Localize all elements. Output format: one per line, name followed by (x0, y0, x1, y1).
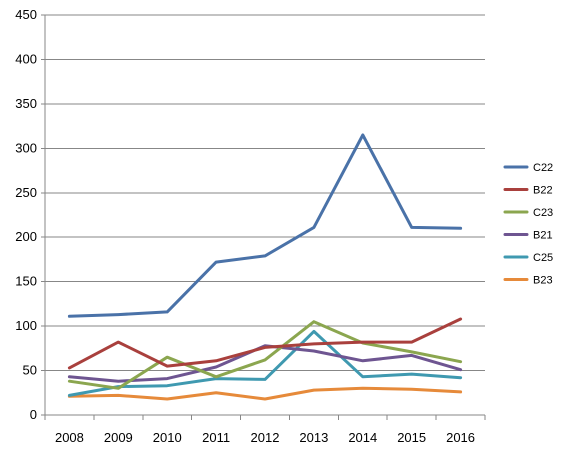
y-tick-label: 250 (15, 185, 37, 200)
y-tick-label: 350 (15, 96, 37, 111)
x-tick-label: 2013 (299, 430, 328, 445)
series-line-c22 (67, 133, 463, 318)
legend: C22 B22 C23 B21 C25 B23 (503, 162, 553, 287)
y-tick-label: 50 (23, 363, 37, 378)
y-tick-label: 150 (15, 274, 37, 289)
x-tick-label: 2009 (104, 430, 133, 445)
x-tick-label: 2008 (55, 430, 84, 445)
y-tick-label: 450 (15, 7, 37, 22)
series-lines (67, 133, 463, 401)
y-axis-tick-labels: 0 50 100 150 200 250 300 350 400 450 (15, 7, 37, 422)
x-tick-label: 2015 (397, 430, 426, 445)
series-line-c25 (67, 329, 463, 397)
x-tick-label: 2011 (202, 430, 230, 445)
legend-label-b23: B23 (533, 275, 553, 287)
y-tick-label: 200 (15, 229, 37, 244)
y-tick-label: 300 (15, 140, 37, 155)
x-axis-tick-labels: 2008 2009 2010 2011 2012 2013 2014 2015 2016 (55, 430, 475, 445)
series-line-c23 (67, 320, 463, 390)
y-tick-label: 0 (30, 407, 37, 422)
series-line-b23 (67, 386, 463, 401)
gridlines (45, 14, 485, 372)
legend-label-b21: B21 (533, 230, 553, 242)
legend-label-c23: C23 (533, 207, 553, 219)
x-tick-label: 2012 (251, 430, 280, 445)
y-tick-label: 100 (15, 318, 37, 333)
series-line-b21 (67, 344, 463, 383)
legend-label-b22: B22 (533, 185, 553, 197)
axes (41, 14, 486, 420)
legend-label-c25: C25 (533, 252, 553, 264)
x-tick-label: 2016 (446, 430, 475, 445)
series-line-b22 (67, 317, 463, 370)
legend-label-c22: C22 (533, 162, 553, 174)
y-tick-label: 400 (15, 51, 37, 66)
x-tick-label: 2010 (153, 430, 182, 445)
x-tick-label: 2014 (348, 430, 377, 445)
